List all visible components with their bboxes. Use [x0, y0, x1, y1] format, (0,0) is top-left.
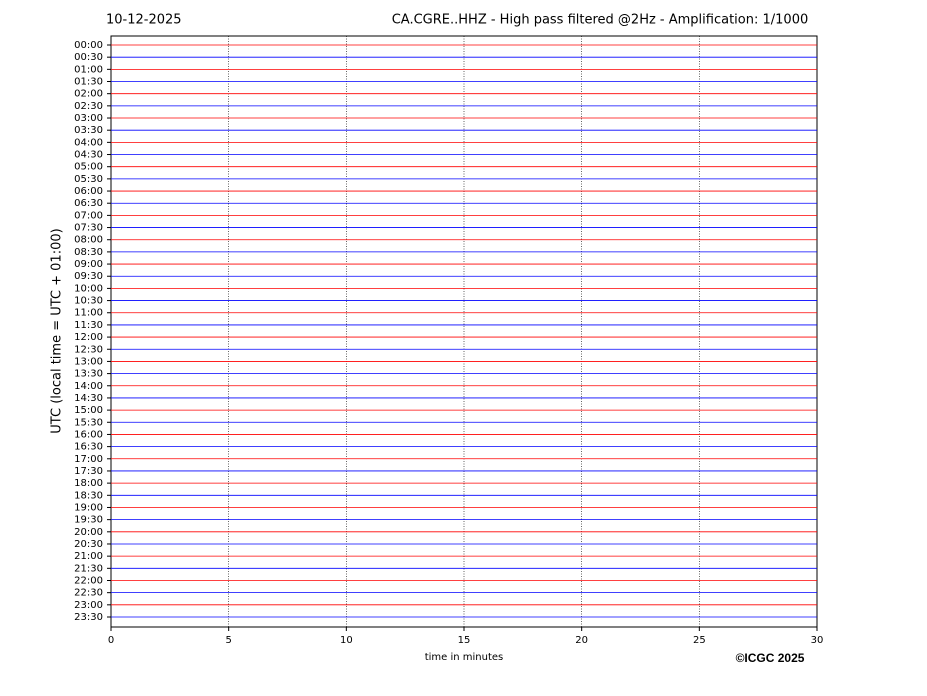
- y-tick-label: 23:00: [74, 600, 103, 611]
- y-tick-label: 19:30: [74, 515, 103, 526]
- y-tick-label: 21:00: [74, 551, 103, 562]
- y-tick-label: 20:30: [74, 539, 103, 550]
- y-tick-label: 09:30: [74, 271, 103, 282]
- y-tick-label: 04:00: [74, 137, 103, 148]
- y-tick-label: 13:00: [74, 356, 103, 367]
- date: 10-12-2025: [106, 13, 182, 28]
- y-axis-label: UTC (local time = UTC + 01:00): [50, 228, 65, 433]
- y-tick-label: 16:30: [74, 442, 103, 453]
- x-tick-label: 10: [340, 635, 353, 646]
- x-tick-label: 25: [693, 635, 706, 646]
- y-tick-label: 01:30: [74, 77, 103, 88]
- y-tick-label: 11:30: [74, 320, 103, 331]
- chart-title: CA.CGRE..HHZ - High pass filtered @2Hz -…: [392, 13, 809, 28]
- y-tick-label: 21:30: [74, 563, 103, 574]
- y-tick-label: 11:00: [74, 308, 103, 319]
- y-tick-label: 10:30: [74, 296, 103, 307]
- x-tick-label: 5: [225, 635, 231, 646]
- y-tick-label: 22:00: [74, 575, 103, 586]
- x-axis-label: time in minutes: [425, 652, 504, 663]
- y-tick-label: 16:00: [74, 429, 103, 440]
- y-tick-label: 08:30: [74, 247, 103, 258]
- y-tick-label: 17:00: [74, 454, 103, 465]
- y-tick-label: 17:30: [74, 466, 103, 477]
- y-tick-label: 02:00: [74, 89, 103, 100]
- y-tick-label: 18:00: [74, 478, 103, 489]
- y-tick-label: 09:00: [74, 259, 103, 270]
- y-tick-label: 04:30: [74, 150, 103, 161]
- y-tick-label: 07:30: [74, 223, 103, 234]
- y-tick-label: 15:30: [74, 417, 103, 428]
- y-tick-label: 07:00: [74, 210, 103, 221]
- x-tick-label: 0: [108, 635, 114, 646]
- y-tick-label: 22:30: [74, 588, 103, 599]
- y-tick-label: 05:30: [74, 174, 103, 185]
- y-tick-label: 05:00: [74, 162, 103, 173]
- y-tick-label: 02:30: [74, 101, 103, 112]
- x-tick-label: 20: [575, 635, 588, 646]
- y-tick-label: 08:00: [74, 235, 103, 246]
- y-tick-label: 01:00: [74, 64, 103, 75]
- y-tick-label: 19:00: [74, 502, 103, 513]
- y-tick-label: 15:00: [74, 405, 103, 416]
- y-tick-label: 03:30: [74, 125, 103, 136]
- y-tick-label: 14:00: [74, 381, 103, 392]
- y-tick-label: 12:00: [74, 332, 103, 343]
- y-tick-label: 18:30: [74, 490, 103, 501]
- y-tick-label: 12:30: [74, 344, 103, 355]
- y-tick-label: 03:00: [74, 113, 103, 124]
- y-tick-label: 06:00: [74, 186, 103, 197]
- copyright: ©ICGC 2025: [736, 651, 805, 665]
- x-tick-label: 15: [458, 635, 471, 646]
- y-tick-label: 06:30: [74, 198, 103, 209]
- x-tick-label: 30: [811, 635, 824, 646]
- y-tick-label: 14:30: [74, 393, 103, 404]
- y-tick-label: 20:00: [74, 527, 103, 538]
- y-tick-label: 10:00: [74, 283, 103, 294]
- y-tick-label: 23:30: [74, 612, 103, 623]
- y-tick-label: 13:30: [74, 369, 103, 380]
- y-tick-label: 00:00: [74, 40, 103, 51]
- y-tick-label: 00:30: [74, 52, 103, 63]
